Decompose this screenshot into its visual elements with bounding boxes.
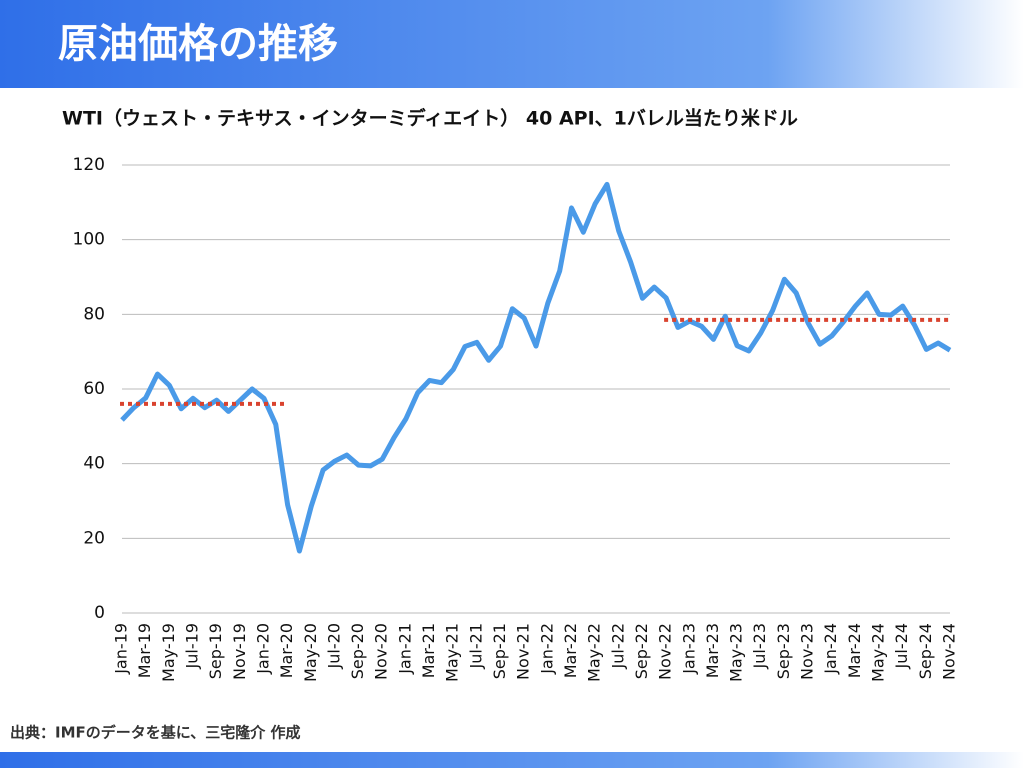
x-tick-label: Jul-22 — [608, 623, 627, 669]
x-tick-label: Nov-24 — [940, 623, 959, 680]
x-tick-label: May-20 — [301, 623, 320, 682]
x-tick-label: Mar-24 — [845, 623, 864, 678]
y-tick-label: 60 — [83, 379, 105, 399]
x-tick-label: Sep-23 — [774, 623, 793, 679]
x-tick-label: Mar-22 — [561, 623, 580, 678]
source-note: 出典：IMFのデータを基に、三宅隆介 作成 — [10, 724, 301, 742]
chart-title: WTI（ウェスト・テキサス・インターミディエイト） 40 API、1バレル当たり… — [62, 107, 798, 130]
x-tick-label: Sep-22 — [632, 623, 651, 679]
header-bar — [0, 0, 1024, 88]
y-tick-label: 80 — [83, 304, 105, 324]
x-tick-label: Jan-24 — [821, 623, 840, 675]
x-tick-label: Nov-22 — [656, 623, 675, 680]
x-tick-label: Sep-24 — [916, 623, 935, 679]
data-line — [120, 181, 952, 554]
x-tick-label: Nov-23 — [798, 623, 817, 680]
x-tick-label: Jul-21 — [466, 623, 485, 669]
y-tick-label: 120 — [73, 155, 105, 175]
x-tick-label: Jan-19 — [112, 623, 131, 675]
x-tick-label: Sep-19 — [206, 623, 225, 679]
x-tick-label: May-23 — [727, 623, 746, 682]
x-tick-label: Jan-23 — [679, 623, 698, 675]
x-tick-label: Mar-23 — [703, 623, 722, 678]
x-tick-label: May-19 — [159, 623, 178, 682]
x-tick-label: Jul-20 — [324, 623, 343, 669]
y-tick-label: 20 — [83, 528, 105, 548]
x-tick-label: Sep-20 — [348, 623, 367, 679]
y-tick-label: 0 — [94, 603, 105, 623]
x-tick-label: Mar-21 — [419, 623, 438, 678]
y-tick-label: 40 — [83, 454, 105, 474]
x-tick-label: Jan-21 — [395, 623, 414, 675]
x-tick-label: May-24 — [869, 623, 888, 682]
x-tick-label: Jan-20 — [253, 623, 272, 675]
x-tick-label: Nov-20 — [372, 623, 391, 680]
x-tick-label: Jul-19 — [182, 623, 201, 669]
x-tick-label: Jul-23 — [750, 623, 769, 669]
y-tick-label: 100 — [73, 230, 105, 250]
x-tick-label: Nov-21 — [514, 623, 533, 680]
x-tick-label: Nov-19 — [230, 623, 249, 680]
x-tick-label: Jan-22 — [537, 623, 556, 675]
footer-bar — [0, 752, 1024, 768]
x-tick-label: Mar-19 — [135, 623, 154, 678]
x-tick-label: May-21 — [443, 623, 462, 682]
x-tick-label: Jul-24 — [892, 623, 911, 669]
x-tick-label: Sep-21 — [490, 623, 509, 679]
slide-title: 原油価格の推移 — [58, 21, 338, 67]
x-tick-label: May-22 — [585, 623, 604, 682]
x-tick-label: Mar-20 — [277, 623, 296, 678]
